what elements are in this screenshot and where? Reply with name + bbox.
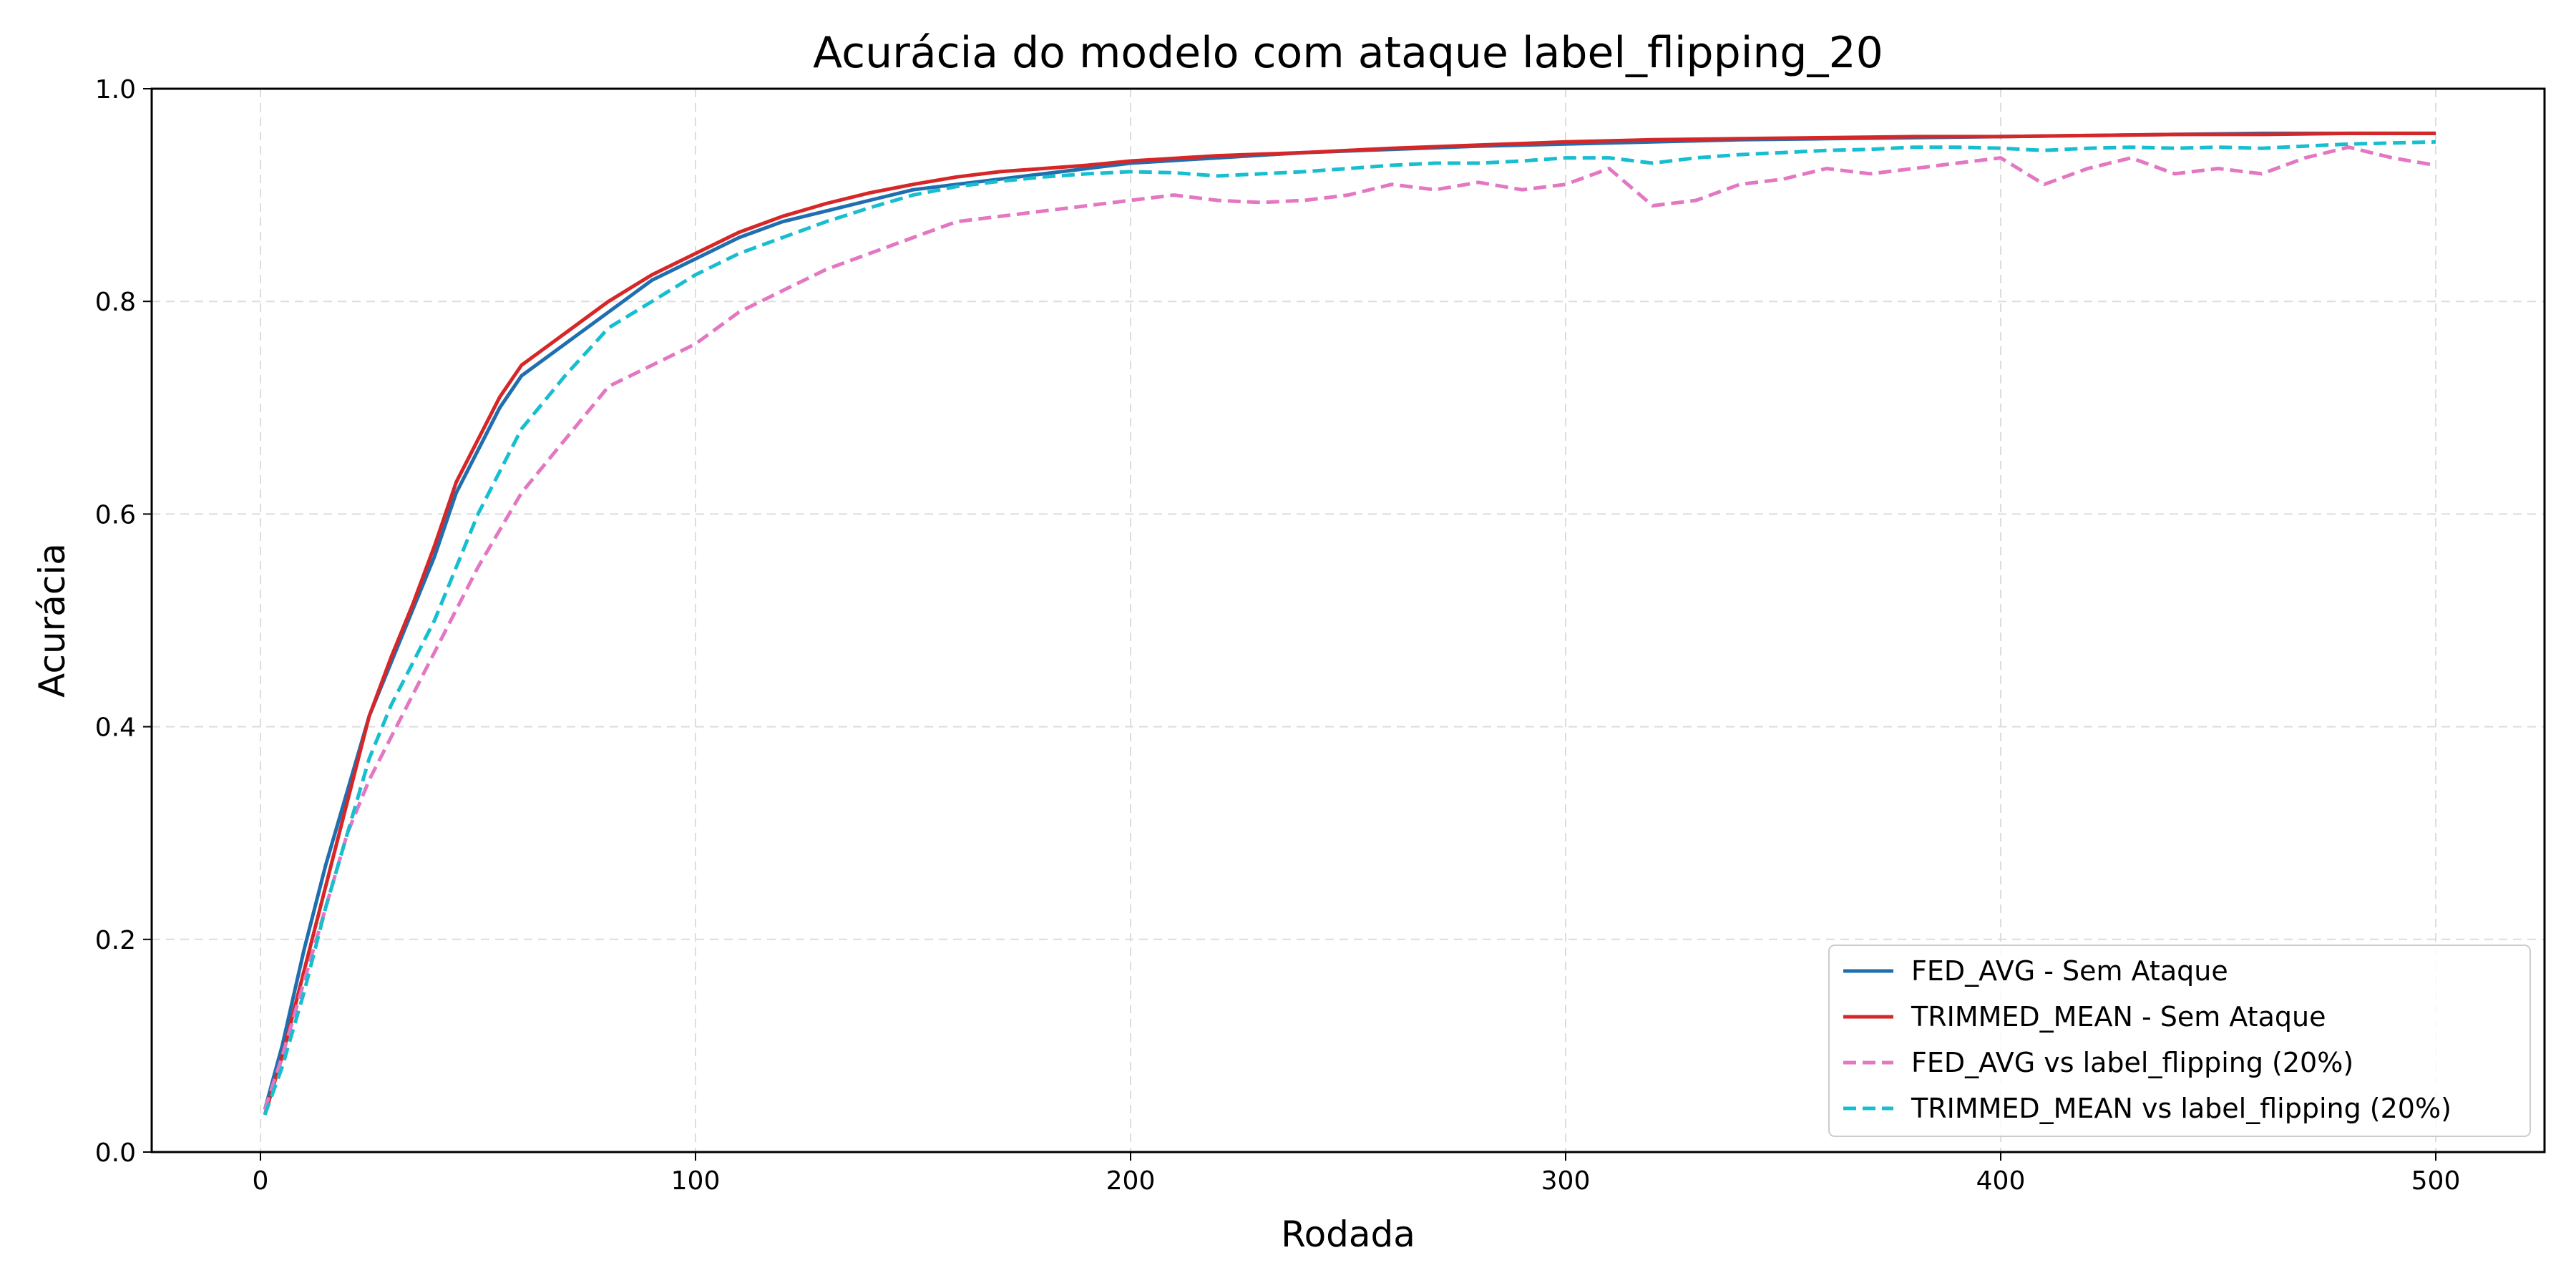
chart-title: Acurácia do modelo com ataque label_flip… xyxy=(813,28,1883,78)
series-line-1 xyxy=(263,131,2436,1116)
y-tick-label: 0.8 xyxy=(95,288,136,317)
x-tick-label: 400 xyxy=(1976,1166,2026,1196)
x-tick-label: 200 xyxy=(1106,1166,1156,1196)
x-tick-label: 500 xyxy=(2411,1166,2461,1196)
legend-label-3: TRIMMED_MEAN vs label_flipping (20%) xyxy=(1911,1093,2451,1124)
y-tick-label: 0.4 xyxy=(95,713,136,743)
legend-label-1: TRIMMED_MEAN - Sem Ataque xyxy=(1911,1001,2326,1033)
series-line-3 xyxy=(263,140,2436,1116)
x-tick-label: 100 xyxy=(671,1166,721,1196)
legend-label-2: FED_AVG vs label_flipping (20%) xyxy=(1911,1047,2353,1078)
y-tick-label: 1.0 xyxy=(95,75,136,104)
y-tick-label: 0.2 xyxy=(95,926,136,955)
legend: FED_AVG - Sem Ataque TRIMMED_MEAN - Sem A… xyxy=(1828,945,2531,1137)
axis-ticks: 0 100 200 300 400 500 0.0 0.2 0.4 0.6 0.8 1.0 xyxy=(95,75,2461,1196)
y-axis-label: Acurácia xyxy=(31,543,73,698)
plot-frame xyxy=(150,87,2546,1153)
series-line-2 xyxy=(263,145,2436,1111)
y-tick-label: 0.0 xyxy=(95,1138,136,1168)
series-lines xyxy=(263,131,2436,1116)
legend-label-0: FED_AVG - Sem Ataque xyxy=(1911,955,2228,987)
x-tick-label: 0 xyxy=(253,1166,269,1196)
legend-box xyxy=(1828,945,2531,1137)
y-tick-label: 0.6 xyxy=(95,500,136,530)
x-axis-label: Rodada xyxy=(1281,1214,1415,1255)
x-tick-label: 300 xyxy=(1541,1166,1591,1196)
